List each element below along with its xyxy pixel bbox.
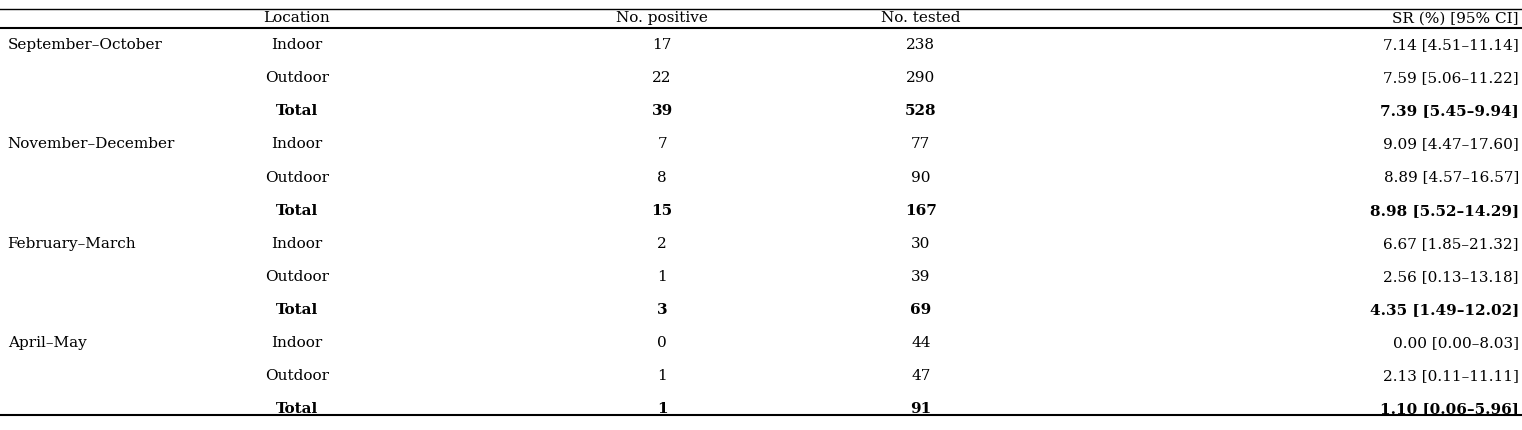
Text: Indoor: Indoor — [271, 38, 323, 52]
Text: 528: 528 — [906, 104, 936, 118]
Text: 0: 0 — [658, 336, 667, 350]
Text: 0.00 [0.00–8.03]: 0.00 [0.00–8.03] — [1393, 336, 1519, 350]
Text: 7.14 [4.51–11.14]: 7.14 [4.51–11.14] — [1383, 38, 1519, 52]
Text: 15: 15 — [651, 204, 673, 218]
Text: Total: Total — [275, 104, 318, 118]
Text: September–October: September–October — [8, 38, 163, 52]
Text: 8: 8 — [658, 171, 667, 184]
Text: 91: 91 — [910, 402, 931, 416]
Text: 69: 69 — [910, 303, 931, 317]
Text: 17: 17 — [653, 38, 671, 52]
Text: Outdoor: Outdoor — [265, 71, 329, 85]
Text: 8.98 [5.52–14.29]: 8.98 [5.52–14.29] — [1370, 204, 1519, 218]
Text: April–May: April–May — [8, 336, 87, 350]
Text: 39: 39 — [651, 104, 673, 118]
Text: SR (%) [95% CI]: SR (%) [95% CI] — [1393, 12, 1519, 25]
Text: 1.10 [0.06–5.96]: 1.10 [0.06–5.96] — [1380, 402, 1519, 416]
Text: 7.39 [5.45–9.94]: 7.39 [5.45–9.94] — [1380, 104, 1519, 118]
Text: 30: 30 — [912, 237, 930, 251]
Text: 6.67 [1.85–21.32]: 6.67 [1.85–21.32] — [1383, 237, 1519, 251]
Text: 2.13 [0.11–11.11]: 2.13 [0.11–11.11] — [1383, 369, 1519, 383]
Text: 39: 39 — [912, 270, 930, 284]
Text: 9.09 [4.47–17.60]: 9.09 [4.47–17.60] — [1383, 138, 1519, 151]
Text: 167: 167 — [906, 204, 936, 218]
Text: Outdoor: Outdoor — [265, 171, 329, 184]
Text: 290: 290 — [906, 71, 936, 85]
Text: 7: 7 — [658, 138, 667, 151]
Text: Outdoor: Outdoor — [265, 270, 329, 284]
Text: 1: 1 — [658, 270, 667, 284]
Text: No. tested: No. tested — [881, 12, 960, 25]
Text: Indoor: Indoor — [271, 336, 323, 350]
Text: 4.35 [1.49–12.02]: 4.35 [1.49–12.02] — [1370, 303, 1519, 317]
Text: Total: Total — [275, 402, 318, 416]
Text: Location: Location — [263, 12, 330, 25]
Text: November–December: November–December — [8, 138, 175, 151]
Text: Total: Total — [275, 204, 318, 218]
Text: 1: 1 — [658, 369, 667, 383]
Text: 8.89 [4.57–16.57]: 8.89 [4.57–16.57] — [1383, 171, 1519, 184]
Text: 1: 1 — [658, 402, 667, 416]
Text: 77: 77 — [912, 138, 930, 151]
Text: Indoor: Indoor — [271, 138, 323, 151]
Text: 2.56 [0.13–13.18]: 2.56 [0.13–13.18] — [1383, 270, 1519, 284]
Text: February–March: February–March — [8, 237, 137, 251]
Text: 2: 2 — [658, 237, 667, 251]
Text: Outdoor: Outdoor — [265, 369, 329, 383]
Text: 22: 22 — [653, 71, 671, 85]
Text: 7.59 [5.06–11.22]: 7.59 [5.06–11.22] — [1383, 71, 1519, 85]
Text: Total: Total — [275, 303, 318, 317]
Text: 238: 238 — [906, 38, 936, 52]
Text: No. positive: No. positive — [616, 12, 708, 25]
Text: 90: 90 — [912, 171, 930, 184]
Text: Indoor: Indoor — [271, 237, 323, 251]
Text: 3: 3 — [658, 303, 667, 317]
Text: 47: 47 — [912, 369, 930, 383]
Text: 44: 44 — [912, 336, 930, 350]
